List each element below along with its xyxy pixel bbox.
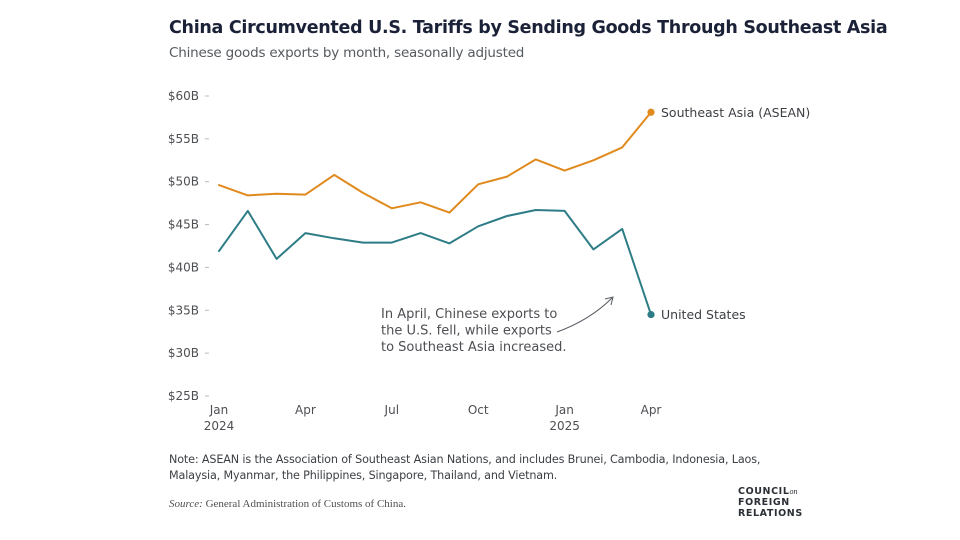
x-tick-year-label: 2024 [204,419,235,433]
x-tick-label: Oct [468,403,489,417]
y-tick-label: $50B [168,175,199,189]
series-lines: Southeast Asia (ASEAN) United States [218,105,810,322]
x-tick-label: Apr [641,403,662,417]
source-text: General Administration of Customs of Chi… [202,498,406,510]
series-line-us [218,209,652,316]
series-label-asean: Southeast Asia (ASEAN) [661,105,810,120]
annotation-text-line: the U.S. fell, while exports [381,324,552,339]
logo-line-3: RELATIONS [738,508,803,519]
annotation-arrowhead [604,296,614,306]
y-tick-label: $30B [168,346,199,360]
chart-title: China Circumvented U.S. Tariffs by Sendi… [169,18,888,38]
logo-line-1: COUNCIL [738,486,790,497]
x-tick-label: Apr [295,403,316,417]
annotation-arrow [556,297,613,333]
cfr-logo: COUNCILon FOREIGN RELATIONS [738,486,803,519]
y-tick-label: $40B [168,260,199,274]
series-end-dot-asean [647,108,655,116]
logo-on: on [789,487,798,496]
x-tick-year-label: 2025 [549,419,580,433]
series-label-us: United States [661,307,746,322]
logo-line-2: FOREIGN [738,497,790,508]
source-line: Source: General Administration of Custom… [169,498,406,510]
annotation-text-line: to Southeast Asia increased. [381,340,567,355]
x-tick-label: Jan [554,403,574,417]
y-tick-label: $55B [168,132,199,146]
y-tick-label: $45B [168,218,199,232]
y-tick-label: $35B [168,303,199,317]
x-axis: Jan 2024 Apr Jul Oct Jan 2025 Apr [204,403,662,433]
x-tick-label: Jan [209,403,229,417]
series-line-asean [218,111,652,214]
source-label: Source: [169,498,203,510]
annotation-text-line: In April, Chinese exports to [381,307,557,322]
x-tick-label: Jul [384,403,399,417]
y-axis: $25B $30B $35B $40B $45B $50B $55B $60B [168,89,209,403]
y-tick-label: $60B [168,89,199,103]
annotation: In April, Chinese exports to the U.S. fel… [381,296,614,355]
series-end-dot-us [647,310,655,319]
footnote: Note: ASEAN is the Association of Southe… [169,453,761,482]
chart-subtitle: Chinese goods exports by month, seasonal… [169,45,525,61]
y-tick-label: $25B [168,389,199,403]
